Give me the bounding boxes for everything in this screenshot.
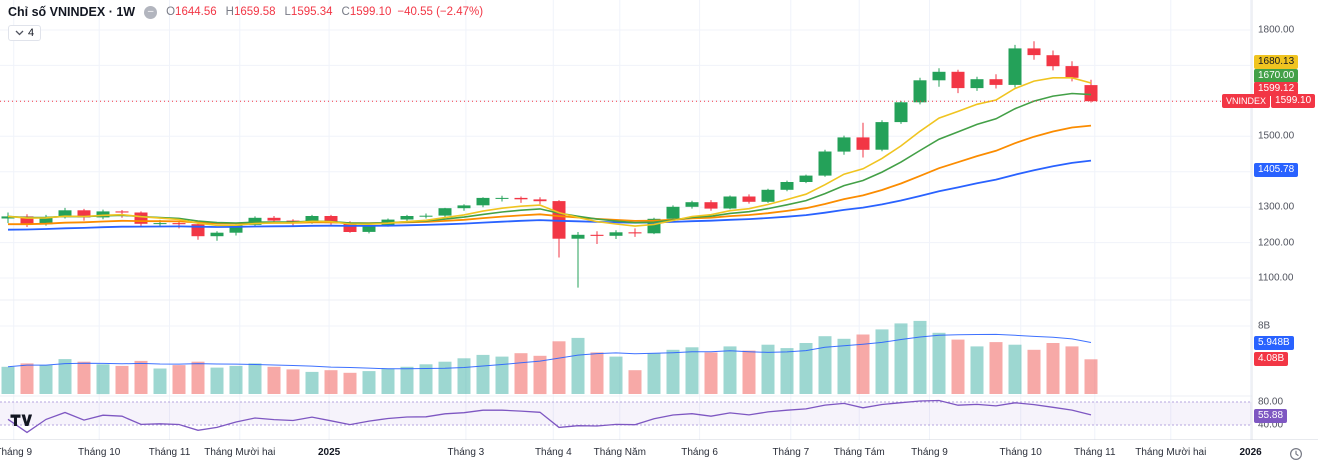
last-price-value: 1599.10 (1271, 94, 1316, 109)
time-label: 2025 (317, 447, 341, 458)
price-ma-badge: 1670.00 (1254, 68, 1299, 83)
indicators-collapsed-button[interactable]: 4 (8, 25, 42, 41)
ohlc-close-value: 1599.10 (349, 6, 392, 18)
ohlc-close-label: C (341, 6, 350, 18)
price-ma-badge: 1680.13 (1254, 55, 1299, 69)
time-label: Tháng 11 (1074, 447, 1116, 458)
price-tick-label: 1800.00 (1258, 24, 1295, 36)
symbol-title[interactable]: Chỉ số VNINDEX · 1W (8, 5, 136, 19)
ohlc-change: −40.55 (−2.47%) (397, 6, 484, 18)
time-label: Tháng 10 (999, 447, 1042, 458)
time-label: Tháng Mười hai (204, 447, 276, 458)
tradingview-logo[interactable] (10, 414, 32, 427)
time-label: 2026 (1239, 447, 1262, 458)
rsi-upper-label: 80.00 (1258, 396, 1284, 408)
time-label: Tháng 6 (681, 447, 718, 458)
price-ma-badge: 1405.78 (1254, 162, 1299, 177)
time-label: Tháng 9 (0, 447, 33, 458)
rsi-value-badge: 55.88 (1254, 408, 1288, 423)
volume-ma-badge: 5.948B (1254, 336, 1294, 351)
ma-green-line (7, 92, 1092, 225)
price-tick-label: 1200.00 (1258, 237, 1295, 249)
volume-last-badge: 4.08B (1254, 352, 1289, 367)
time-label: Tháng Năm (593, 447, 646, 458)
volume-ma-line (7, 333, 1092, 370)
ma-yellow-line (7, 77, 1092, 227)
last-price-tag: VNINDEX 1599.10 (1222, 94, 1316, 109)
time-label: Tháng 10 (78, 447, 121, 458)
ohlc-high-label: H (225, 6, 234, 18)
ohlc-open-value: 1644.56 (175, 6, 217, 18)
ohlc-high-value: 1659.58 (233, 6, 276, 18)
rsi-lower-label: 40.00 (1258, 419, 1284, 431)
ohlc-low-label: L (284, 6, 291, 18)
time-label: Tháng 9 (911, 447, 948, 458)
timezone-clock-icon[interactable] (1289, 447, 1303, 461)
symbol-legend: Chỉ số VNINDEX · 1W – O 1644.56 H 1659.58 … (8, 5, 483, 41)
candles-layer (1, 41, 1098, 288)
last-price-symbol: VNINDEX (1222, 94, 1271, 109)
rsi-band (0, 401, 1252, 426)
price-tick-label: 1500.00 (1258, 130, 1295, 142)
time-label: Tháng 11 (148, 447, 191, 458)
rsi-line (7, 399, 1092, 434)
ma-blue-line (7, 159, 1092, 231)
chevron-down-icon (15, 30, 24, 36)
indicators-count: 4 (28, 27, 35, 39)
time-label: Tháng Mười hai (1135, 447, 1207, 458)
price-tick-label: 1300.00 (1258, 201, 1295, 213)
volume-grid-label: 8B (1258, 320, 1271, 332)
time-label: Tháng 3 (447, 447, 485, 458)
hide-symbol-icon[interactable]: – (144, 5, 158, 19)
ohlc-open-label: O (166, 6, 176, 18)
time-label: Tháng 7 (772, 447, 810, 458)
volume-bars (1, 320, 1098, 395)
price-ma-badge: 1599.12 (1254, 81, 1299, 96)
time-axis[interactable]: Tháng 9 Tháng 10 Tháng 11 Tháng Mười hai 202… (0, 440, 1318, 468)
ohlc-low-value: 1595.34 (290, 6, 333, 18)
price-tick-label: 1100.00 (1258, 272, 1294, 284)
time-label: Tháng 4 (534, 447, 572, 458)
time-label: Tháng Tám (833, 447, 885, 458)
